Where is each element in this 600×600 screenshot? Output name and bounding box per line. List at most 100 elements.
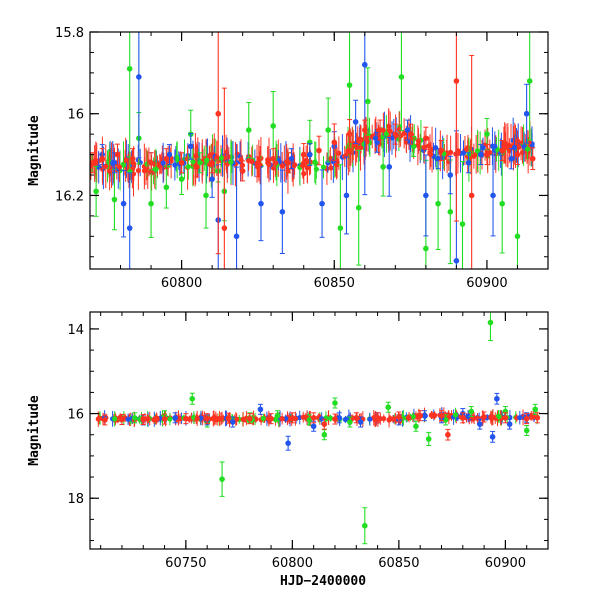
data-point <box>481 414 487 420</box>
data-point <box>459 221 466 227</box>
data-point <box>112 416 118 422</box>
data-point <box>120 200 127 207</box>
data-point <box>153 416 159 422</box>
data-point <box>342 416 349 423</box>
data-point <box>285 440 291 446</box>
data-point <box>257 406 264 413</box>
data-point <box>453 258 460 264</box>
data-point <box>215 110 222 117</box>
data-point <box>477 421 483 427</box>
data-point <box>362 522 368 529</box>
data-point <box>332 400 338 406</box>
data-point <box>410 143 417 150</box>
data-point <box>145 416 151 422</box>
data-point <box>357 145 364 151</box>
data-point <box>398 74 405 80</box>
data-point <box>310 423 317 430</box>
data-point <box>279 163 285 169</box>
data-point <box>148 159 154 166</box>
x-axis-title: HJD−2400000 <box>280 574 366 589</box>
data-point <box>346 82 353 88</box>
data-point <box>126 225 133 231</box>
data-point <box>423 192 429 199</box>
data-point <box>385 404 392 411</box>
y-axis-title: Magnitude <box>27 115 42 186</box>
data-point <box>332 416 338 422</box>
data-point <box>148 200 154 207</box>
data-point <box>145 167 151 173</box>
bottom-panel: 60750 60800 60850 60900 14 16 18 Magnitude HJD−2… <box>27 311 549 589</box>
data-point <box>229 419 236 425</box>
data-point <box>207 152 213 159</box>
data-point <box>487 319 494 326</box>
data-point <box>291 163 297 169</box>
data-point <box>198 415 204 421</box>
data-point <box>300 414 306 420</box>
data-point <box>374 139 380 146</box>
data-point <box>442 417 449 423</box>
y-tick-label: 16 <box>67 408 84 423</box>
data-point <box>93 188 99 195</box>
data-point <box>239 168 246 174</box>
data-point <box>502 415 509 421</box>
data-point <box>221 225 228 231</box>
data-point <box>321 431 328 438</box>
data-point <box>480 145 486 151</box>
data-point <box>534 415 541 421</box>
data-point <box>107 168 113 174</box>
data-point <box>371 415 377 421</box>
data-point <box>465 413 471 419</box>
data-point <box>258 200 264 207</box>
data-point <box>438 412 445 419</box>
plot-area <box>90 32 536 269</box>
data-point <box>219 476 225 482</box>
data-point <box>119 416 125 423</box>
data-point <box>478 151 484 158</box>
data-point <box>312 159 318 165</box>
data-point <box>194 164 200 170</box>
data-point <box>489 434 496 440</box>
data-point <box>172 162 178 168</box>
data-point <box>404 127 411 133</box>
data-point <box>362 127 368 133</box>
data-point <box>189 395 196 402</box>
data-point <box>490 192 496 199</box>
data-point <box>386 164 393 170</box>
y-tick-label: 18 <box>67 492 84 507</box>
data-point <box>167 416 173 422</box>
data-point <box>514 151 521 158</box>
data-point <box>435 200 441 207</box>
data-point <box>300 151 307 158</box>
data-point <box>194 415 200 422</box>
data-point <box>453 78 460 84</box>
data-point <box>225 415 232 422</box>
data-point <box>426 143 432 149</box>
data-point <box>129 155 136 162</box>
data-point <box>365 98 371 105</box>
data-point <box>423 245 429 252</box>
data-point <box>357 419 364 425</box>
data-point <box>523 110 530 117</box>
data-point <box>283 416 289 422</box>
data-point <box>438 147 444 154</box>
x-tick-label: 60900 <box>466 276 507 291</box>
data-point <box>184 156 191 162</box>
data-point <box>285 159 292 166</box>
data-point <box>499 147 506 154</box>
data-point <box>123 157 129 163</box>
data-point <box>209 159 215 166</box>
data-point <box>490 414 496 420</box>
x-tick-label: 60800 <box>272 556 313 571</box>
data-point <box>321 421 328 427</box>
data-point <box>506 421 513 427</box>
data-point <box>337 225 344 231</box>
data-point <box>367 416 373 422</box>
data-point <box>216 415 223 422</box>
y-tick-label: 16.2 <box>55 189 84 204</box>
data-point <box>353 415 360 421</box>
data-point <box>116 164 123 170</box>
data-point <box>525 146 531 152</box>
data-point <box>90 159 96 166</box>
data-point <box>532 406 539 413</box>
